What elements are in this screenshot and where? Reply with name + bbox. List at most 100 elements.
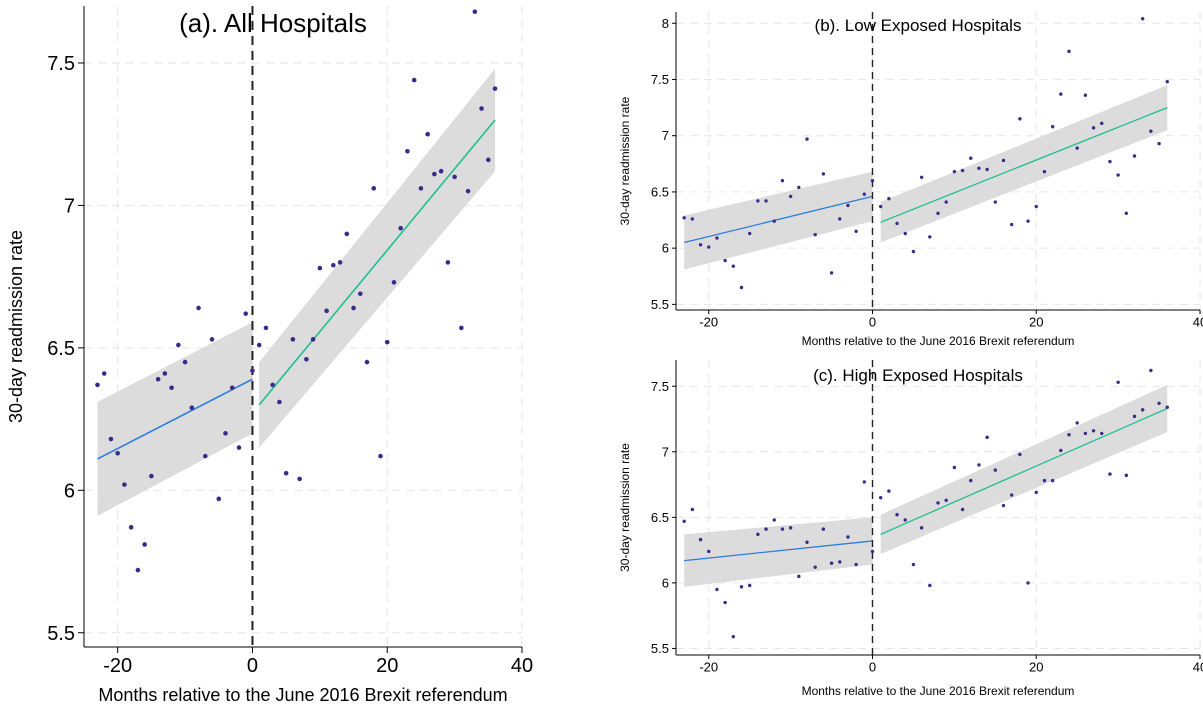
data-point — [911, 249, 916, 254]
y-tick-label: 7.5 — [651, 72, 669, 87]
data-point — [297, 476, 302, 482]
data-point — [162, 371, 168, 376]
data-point — [821, 527, 826, 531]
y-tick-label: 7.5 — [47, 53, 75, 75]
data-point — [452, 174, 457, 180]
data-point — [715, 587, 719, 592]
data-point — [216, 496, 222, 502]
y-tick-label: 8 — [662, 16, 669, 31]
data-point — [169, 385, 174, 391]
data-point — [993, 468, 998, 472]
x-tick-label: 20 — [1029, 314, 1043, 329]
data-point — [854, 562, 858, 567]
y-axis-label: 30-day readmission rate — [618, 443, 632, 572]
data-point — [176, 342, 181, 348]
data-point — [1067, 433, 1071, 437]
x-tick-label: -20 — [699, 314, 718, 329]
y-tick-label: 7 — [662, 128, 669, 143]
data-point — [1116, 380, 1120, 384]
data-point — [698, 243, 703, 247]
data-point — [391, 280, 397, 285]
x-tick-label: 20 — [1029, 659, 1043, 674]
data-point — [202, 453, 208, 459]
data-point — [805, 137, 809, 141]
pre-period-confidence-band — [684, 171, 873, 270]
data-point — [969, 478, 973, 483]
data-point — [1009, 493, 1014, 497]
data-point — [944, 498, 948, 502]
post-period-fit-line — [258, 119, 496, 406]
data-point — [1140, 408, 1145, 412]
data-point — [128, 525, 134, 530]
data-point — [263, 325, 269, 331]
data-point — [936, 211, 940, 215]
data-point — [911, 562, 916, 567]
data-point — [472, 9, 478, 14]
data-point — [1108, 159, 1112, 164]
data-point — [209, 337, 215, 342]
data-point — [878, 204, 883, 209]
data-point — [189, 405, 195, 410]
data-point — [878, 495, 883, 500]
data-point — [1050, 478, 1055, 483]
data-point — [324, 308, 329, 314]
data-point — [952, 465, 957, 470]
data-point — [1116, 173, 1120, 177]
data-point — [384, 339, 390, 345]
data-point — [764, 199, 768, 203]
x-axis-label: Months relative to the June 2016 Brexit … — [802, 334, 1075, 348]
data-point — [797, 574, 801, 579]
data-point — [739, 285, 744, 290]
data-point — [772, 518, 776, 522]
data-point — [1042, 169, 1047, 174]
y-tick-label: 7.5 — [651, 379, 669, 394]
data-point — [250, 368, 255, 373]
post-period-fit-line — [880, 407, 1168, 535]
data-point — [846, 203, 850, 208]
x-tick-label: 40 — [511, 655, 533, 677]
y-axis-label: 30-day readmission rate — [618, 96, 632, 225]
data-point — [438, 168, 444, 174]
data-point — [723, 258, 727, 263]
x-tick-label: 40 — [1193, 314, 1203, 329]
data-point — [1034, 490, 1038, 495]
data-point — [283, 470, 289, 476]
y-tick-label: 5.5 — [47, 623, 75, 645]
data-point — [919, 175, 924, 180]
data-point — [887, 196, 891, 201]
data-point — [772, 219, 776, 223]
y-tick-label: 6.5 — [651, 184, 669, 199]
data-point — [1100, 121, 1104, 126]
data-point — [870, 178, 875, 183]
data-point — [1108, 472, 1112, 476]
data-point — [780, 527, 785, 531]
x-axis-label: Months relative to the June 2016 Brexit … — [802, 684, 1075, 698]
x-tick-label: 0 — [869, 314, 876, 329]
data-point — [479, 106, 484, 111]
data-point — [756, 199, 760, 203]
data-point — [108, 436, 114, 442]
data-point — [977, 463, 981, 467]
data-point — [854, 229, 858, 233]
data-point — [1165, 405, 1169, 409]
data-point — [1067, 49, 1071, 54]
data-point — [1157, 401, 1161, 405]
pre-period-fit-line — [684, 540, 873, 562]
data-point — [1091, 126, 1096, 130]
x-tick-label: 40 — [1193, 659, 1203, 674]
data-point — [1149, 368, 1153, 373]
data-point — [764, 527, 768, 531]
data-point — [862, 480, 867, 484]
data-point — [870, 549, 875, 554]
data-point — [492, 86, 498, 91]
data-point — [1100, 431, 1104, 436]
y-tick-label: 6 — [662, 575, 669, 590]
y-tick-label: 7 — [64, 195, 75, 217]
data-point — [977, 166, 981, 171]
data-point — [1140, 17, 1145, 21]
post-period-confidence-band — [259, 68, 496, 448]
data-point — [1132, 414, 1137, 419]
data-point — [707, 549, 711, 554]
data-point — [960, 168, 965, 173]
data-point — [788, 526, 793, 530]
